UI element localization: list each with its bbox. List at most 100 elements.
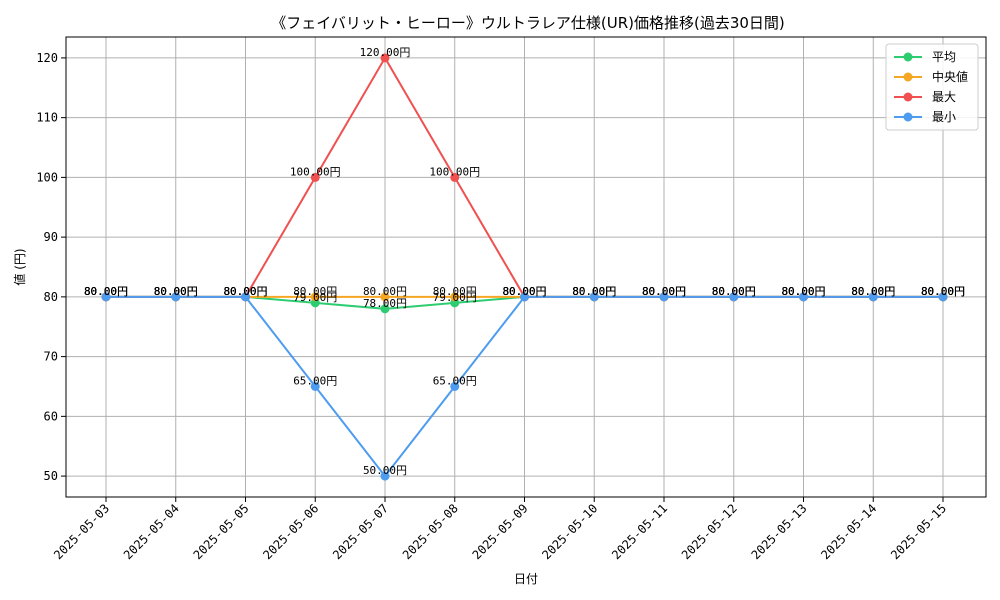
data-label: 80.00円 — [642, 285, 686, 298]
data-label: 80.00円 — [293, 285, 337, 298]
data-label: 80.00円 — [502, 285, 546, 298]
data-label: 80.00円 — [154, 285, 198, 298]
data-label: 79.00円 — [433, 291, 477, 304]
legend-box — [885, 43, 979, 131]
data-point — [938, 292, 948, 302]
chart-title: 《フェイバリット・ヒーロー》ウルトラレア仕様(UR)価格推移(過去30日間) — [271, 14, 785, 32]
data-label: 78.00円 — [363, 297, 407, 310]
x-tick-label: 2025-05-09 — [470, 501, 531, 562]
data-point — [310, 381, 320, 391]
data-label: 80.00円 — [921, 285, 965, 298]
legend-marker — [903, 112, 913, 122]
data-label: 80.00円 — [223, 285, 267, 298]
x-tick-label: 2025-05-14 — [818, 501, 879, 562]
data-label: 80.00円 — [921, 285, 965, 298]
data-label: 80.00円 — [223, 285, 267, 298]
data-point — [868, 292, 878, 302]
data-label: 80.00円 — [572, 285, 616, 298]
data-point — [380, 53, 390, 63]
data-label: 50.00円 — [363, 464, 407, 477]
legend-label: 平均 — [932, 50, 956, 64]
y-tick-label: 100 — [36, 170, 58, 184]
y-tick-label: 120 — [36, 51, 58, 65]
data-label: 80.00円 — [433, 285, 477, 298]
data-label: 80.00円 — [851, 285, 895, 298]
data-labels: 80.00円 80.00円 80.00円 79.00円 78.00円 79.00円 80.0… — [84, 46, 965, 477]
x-tick-label: 2025-05-05 — [191, 501, 252, 562]
data-label: 80.00円 — [851, 285, 895, 298]
data-point — [101, 292, 111, 302]
x-tick-label: 2025-05-07 — [330, 501, 391, 562]
y-axis: 50 60 70 80 90 100 110 120 — [36, 51, 66, 483]
plot-frame — [65, 36, 987, 498]
data-label: 80.00円 — [223, 285, 267, 298]
data-point — [450, 381, 460, 391]
data-label: 80.00円 — [642, 285, 686, 298]
x-tick-label: 2025-05-10 — [539, 501, 600, 562]
data-point — [450, 292, 460, 302]
data-label: 80.00円 — [84, 285, 128, 298]
data-label: 80.00円 — [502, 285, 546, 298]
data-label: 100.00円 — [290, 165, 341, 178]
x-axis: 2025-05-03 2025-05-04 2025-05-05 2025-05-06… — [51, 497, 949, 562]
legend-label: 最小 — [932, 110, 956, 124]
data-point — [520, 292, 529, 302]
data-label: 80.00円 — [154, 285, 198, 298]
data-label: 80.00円 — [851, 285, 895, 298]
data-label: 80.00円 — [154, 285, 198, 298]
series-group — [101, 53, 948, 481]
legend-marker — [903, 72, 913, 82]
data-label: 80.00円 — [921, 285, 965, 298]
y-tick-label: 50 — [44, 469, 58, 483]
y-tick-label: 70 — [44, 350, 58, 364]
data-point — [380, 471, 390, 481]
x-tick-label: 2025-05-15 — [888, 501, 949, 562]
data-label: 80.00円 — [712, 285, 756, 298]
data-label: 80.00円 — [572, 285, 616, 298]
data-point — [799, 292, 808, 302]
data-label: 80.00円 — [921, 285, 965, 298]
data-label: 80.00円 — [363, 285, 407, 298]
data-label: 80.00円 — [84, 285, 128, 298]
y-tick-label: 80 — [44, 290, 58, 304]
grid — [66, 37, 986, 497]
data-label: 80.00円 — [781, 285, 825, 298]
legend-marker — [903, 52, 913, 62]
x-tick-label: 2025-05-04 — [121, 501, 182, 562]
data-point — [171, 292, 181, 302]
data-label: 80.00円 — [712, 285, 756, 298]
legend-label: 中央値 — [932, 69, 968, 84]
y-tick-label: 90 — [44, 230, 58, 244]
data-label: 80.00円 — [572, 285, 616, 298]
data-point — [659, 292, 669, 302]
data-label: 80.00円 — [84, 285, 128, 298]
legend-marker — [903, 92, 913, 102]
x-tick-label: 2025-05-06 — [260, 501, 321, 562]
data-point — [380, 292, 390, 302]
data-label: 80.00円 — [781, 285, 825, 298]
data-label: 80.00円 — [502, 285, 546, 298]
x-tick-label: 2025-05-12 — [679, 501, 740, 562]
data-point — [380, 304, 390, 314]
data-label: 80.00円 — [223, 285, 267, 298]
data-label: 80.00円 — [712, 285, 756, 298]
data-label: 80.00円 — [84, 285, 128, 298]
x-tick-label: 2025-05-08 — [400, 501, 461, 562]
y-tick-label: 110 — [36, 111, 58, 125]
data-point — [729, 292, 739, 302]
data-label: 65.00円 — [433, 374, 477, 387]
data-label: 100.00円 — [429, 165, 480, 178]
data-label: 80.00円 — [642, 285, 686, 298]
x-tick-label: 2025-05-13 — [749, 501, 810, 562]
data-label: 80.00円 — [154, 285, 198, 298]
data-label: 80.00円 — [642, 285, 686, 298]
data-label: 65.00円 — [293, 374, 337, 387]
data-point — [450, 172, 460, 182]
data-label: 120.00円 — [360, 46, 411, 59]
data-label: 80.00円 — [781, 285, 825, 298]
legend-label: 最大 — [932, 90, 956, 104]
data-point — [589, 292, 599, 302]
data-label: 80.00円 — [712, 285, 756, 298]
